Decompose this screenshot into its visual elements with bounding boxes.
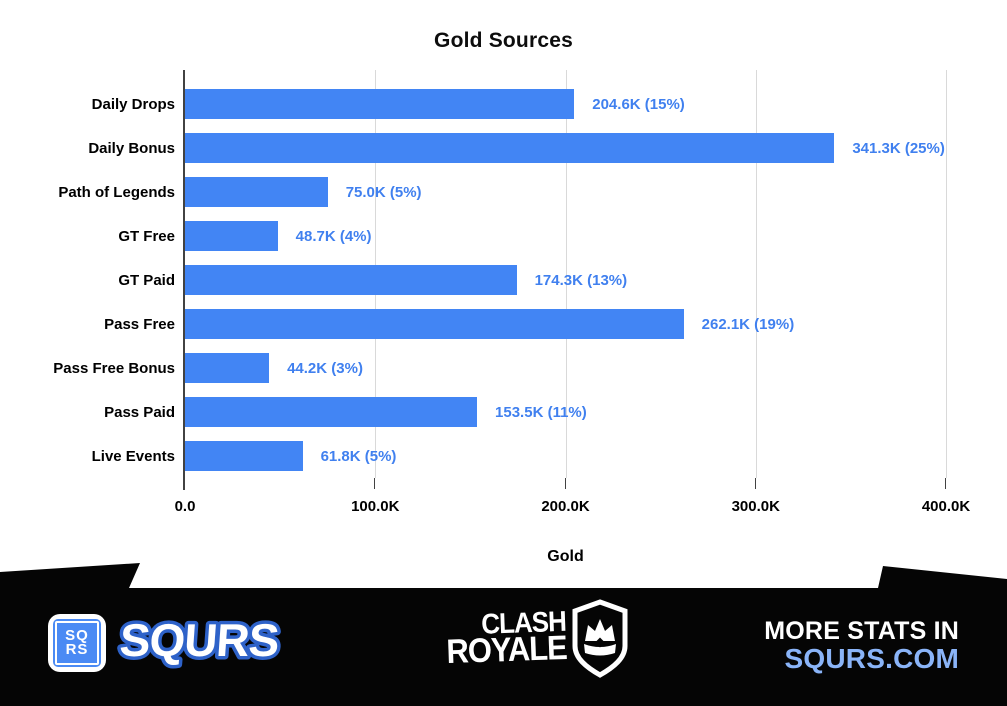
category-label: Daily Bonus: [88, 139, 175, 157]
cta-site-link: SQURS.COM: [784, 643, 959, 675]
category-label: Pass Paid: [104, 403, 175, 421]
value-label: 61.8K (5%): [320, 447, 397, 465]
bar-row: GT Paid 174.3K (13%): [118, 258, 946, 302]
category-label: Path of Legends: [58, 183, 175, 201]
bar: [185, 133, 835, 163]
x-axis-tick: [374, 478, 376, 489]
sqrs-badge-letters: SQ RS: [55, 621, 99, 665]
sqrs-logo-icon: SQ RS: [48, 614, 106, 672]
gridline: [946, 70, 947, 478]
gridline: [755, 70, 757, 478]
value-label: 153.5K (11%): [495, 403, 587, 421]
bar: [185, 353, 270, 383]
bar-row: Pass Paid 153.5K (11%): [104, 390, 946, 434]
bar-row: Live Events 61.8K (5%): [92, 434, 946, 478]
y-axis-line: [183, 70, 185, 490]
category-label: GT Free: [118, 227, 175, 245]
bar-rows: Daily Drops 204.6K (15%) Daily Bonus 341.3K…: [53, 82, 946, 478]
bar: [185, 221, 278, 251]
bar: [185, 89, 575, 119]
value-label: 341.3K (25%): [852, 139, 945, 157]
bar: [185, 177, 328, 207]
value-label: 174.3K (13%): [534, 271, 628, 289]
x-axis-tick-label: 0.0: [174, 498, 196, 515]
bar-row: GT Free 48.7K (4%): [118, 214, 946, 258]
bar-row: Daily Drops 204.6K (15%): [92, 82, 946, 126]
x-axis-tick: [945, 478, 946, 489]
bar: [185, 309, 684, 339]
clash-royale-logo: CLASH ROYALE: [446, 598, 632, 680]
x-axis-title: Gold: [547, 548, 584, 565]
category-label: Live Events: [91, 447, 175, 465]
banner-ribbon-shape: [0, 563, 1007, 706]
chart-title: Gold Sources: [434, 29, 573, 52]
category-label: Pass Free Bonus: [53, 359, 175, 377]
category-label: GT Paid: [118, 271, 175, 289]
gridline: [565, 70, 567, 478]
shield-crown-icon: [572, 599, 628, 678]
category-label: Daily Drops: [91, 95, 175, 113]
bar: [185, 441, 303, 471]
bar-row: Daily Bonus 341.3K (25%): [88, 126, 946, 170]
category-label: Pass Free: [104, 315, 175, 333]
x-axis-tick: [564, 478, 566, 489]
plot-area: Daily Drops 204.6K (15%) Daily Bonus 341.3K…: [53, 70, 947, 490]
sqrs-badge-line1: SQ: [65, 626, 89, 644]
x-axis-tick-label: 400.0K: [921, 498, 971, 515]
x-axis-tick: [754, 478, 756, 489]
value-label: 44.2K (3%): [287, 359, 363, 377]
footer-banner: SQ RS SQURS CLASH ROYALE MORE STATS IN: [0, 560, 1007, 706]
x-axis-tick-label: 200.0K: [541, 498, 590, 515]
sqrs-wordmark-text: SQURS: [118, 614, 280, 666]
value-label: 75.0K (5%): [345, 183, 422, 201]
cta-text: MORE STATS IN: [764, 617, 959, 645]
x-axis-tick-label: 300.0K: [731, 498, 780, 515]
value-label: 204.6K (15%): [592, 95, 685, 113]
x-axis-tick: [184, 478, 185, 489]
bar-row: Pass Free Bonus 44.2K (3%): [53, 346, 946, 390]
value-label: 262.1K (19%): [701, 315, 795, 333]
x-axis-tick-label: 100.0K: [351, 498, 400, 515]
sqrs-badge-blue-panel: SQ RS: [53, 619, 101, 667]
bar-row: Pass Free 262.1K (19%): [104, 302, 946, 346]
sqrs-badge-line2: RS: [65, 641, 89, 658]
bar: [185, 265, 517, 295]
footer-cta: MORE STATS IN SQURS.COM: [764, 618, 959, 675]
clash-royale-wordmark: CLASH ROYALE: [445, 605, 568, 672]
sqrs-wordmark: SQURS: [115, 611, 284, 670]
bar-row: Path of Legends 75.0K (5%): [58, 170, 946, 214]
value-label: 48.7K (4%): [295, 227, 372, 245]
x-axis-tick-labels: 0.0 100.0K 200.0K 300.0K 400.0K: [175, 498, 971, 518]
clash-royale-line2: ROYALE: [445, 628, 568, 672]
bar: [185, 397, 478, 427]
